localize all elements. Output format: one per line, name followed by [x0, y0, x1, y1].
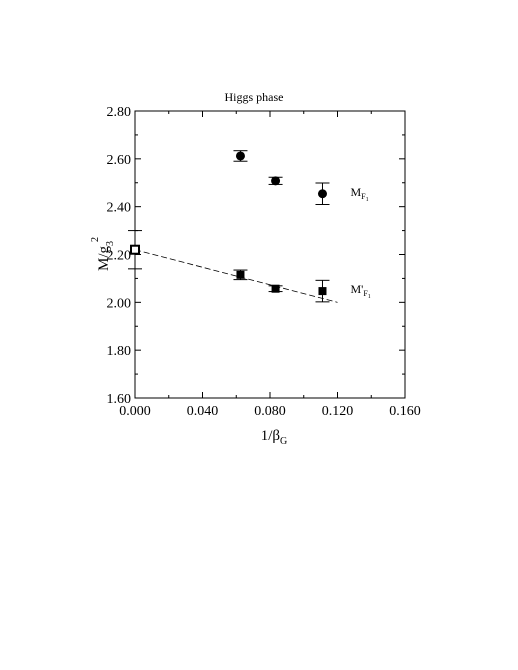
y-tick-label: 2.80	[107, 105, 132, 120]
series-label-sub: F	[363, 289, 368, 298]
x-tick-label: 0.080	[254, 404, 286, 419]
x-axis-label-sub: G	[280, 436, 287, 447]
series-label-main: M'	[350, 282, 363, 296]
data-point-circle	[317, 189, 327, 199]
x-tick-label: 0.120	[322, 404, 354, 419]
data-point-square	[236, 270, 245, 279]
y-tick-label: 2.00	[107, 296, 132, 311]
series-label-main: M	[350, 185, 361, 199]
series-label-subsub: 1	[368, 294, 371, 300]
data-point-circle	[271, 176, 281, 186]
series-label-sub: F	[361, 192, 366, 201]
series-label: M'F1	[350, 282, 370, 300]
chart-title: Higgs phase	[225, 90, 284, 104]
svg-text:M/g32: M/g32	[90, 237, 116, 271]
y-axis-label-sup: 2	[90, 237, 101, 242]
y-axis-label-sub: 3	[105, 241, 116, 246]
data-point-square	[271, 284, 280, 293]
y-tick-label: 1.80	[107, 344, 132, 359]
x-tick-label: 0.000	[119, 404, 151, 419]
series-label: MF1	[350, 185, 368, 203]
y-axis-label-main: M/g	[96, 246, 112, 272]
x-tick-label: 0.160	[389, 404, 421, 419]
data-point-circle	[235, 151, 245, 161]
y-axis-label: M/g32	[90, 237, 116, 271]
data-point-square	[318, 287, 327, 296]
plot-frame	[134, 110, 406, 399]
data-points	[128, 150, 330, 303]
series-label-subsub: 1	[366, 197, 369, 203]
y-tick-label: 1.60	[107, 392, 132, 407]
data-point-open-square	[130, 244, 140, 255]
y-tick-label: 2.60	[107, 153, 132, 168]
fit-line	[134, 249, 338, 303]
x-axis-label: 1/βG	[261, 428, 288, 447]
x-axis-label-main: 1/β	[261, 428, 280, 444]
fit-line-group	[134, 249, 338, 303]
y-tick-label: 2.40	[107, 201, 132, 216]
x-tick-label: 0.040	[187, 404, 219, 419]
y-tick-label: 2.20	[107, 249, 132, 264]
axis-ticks: 0.000 0.040 0.080 0.120 0.160 1.60 1.80 2.00 2.2…	[107, 105, 421, 419]
